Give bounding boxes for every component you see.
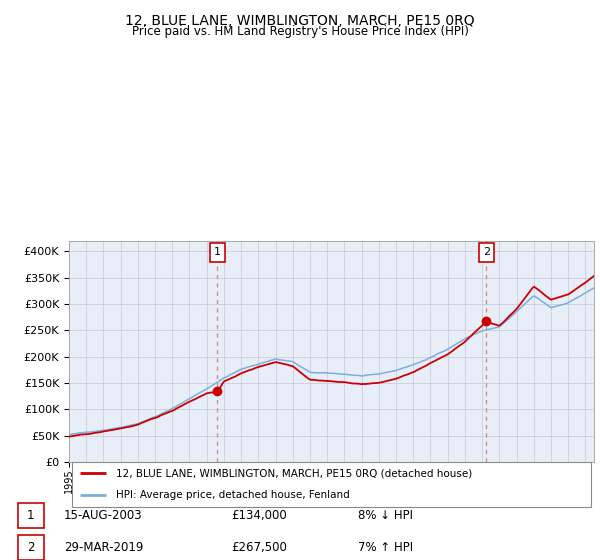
Text: 1: 1: [27, 509, 34, 522]
Text: £267,500: £267,500: [231, 541, 287, 554]
Text: 7% ↑ HPI: 7% ↑ HPI: [358, 541, 413, 554]
Text: 1: 1: [214, 248, 221, 258]
Text: HPI: Average price, detached house, Fenland: HPI: Average price, detached house, Fenl…: [116, 491, 350, 501]
Text: 8% ↓ HPI: 8% ↓ HPI: [358, 509, 413, 522]
Text: 15-AUG-2003: 15-AUG-2003: [64, 509, 142, 522]
FancyBboxPatch shape: [479, 243, 494, 262]
FancyBboxPatch shape: [71, 461, 592, 507]
Text: £134,000: £134,000: [231, 509, 287, 522]
FancyBboxPatch shape: [210, 243, 225, 262]
Text: Price paid vs. HM Land Registry's House Price Index (HPI): Price paid vs. HM Land Registry's House …: [131, 25, 469, 38]
Text: 2: 2: [27, 541, 34, 554]
Text: 2: 2: [482, 248, 490, 258]
Text: 12, BLUE LANE, WIMBLINGTON, MARCH, PE15 0RQ (detached house): 12, BLUE LANE, WIMBLINGTON, MARCH, PE15 …: [116, 468, 473, 478]
Text: 29-MAR-2019: 29-MAR-2019: [64, 541, 143, 554]
Text: 12, BLUE LANE, WIMBLINGTON, MARCH, PE15 0RQ: 12, BLUE LANE, WIMBLINGTON, MARCH, PE15 …: [125, 14, 475, 28]
FancyBboxPatch shape: [18, 503, 44, 528]
FancyBboxPatch shape: [18, 535, 44, 560]
